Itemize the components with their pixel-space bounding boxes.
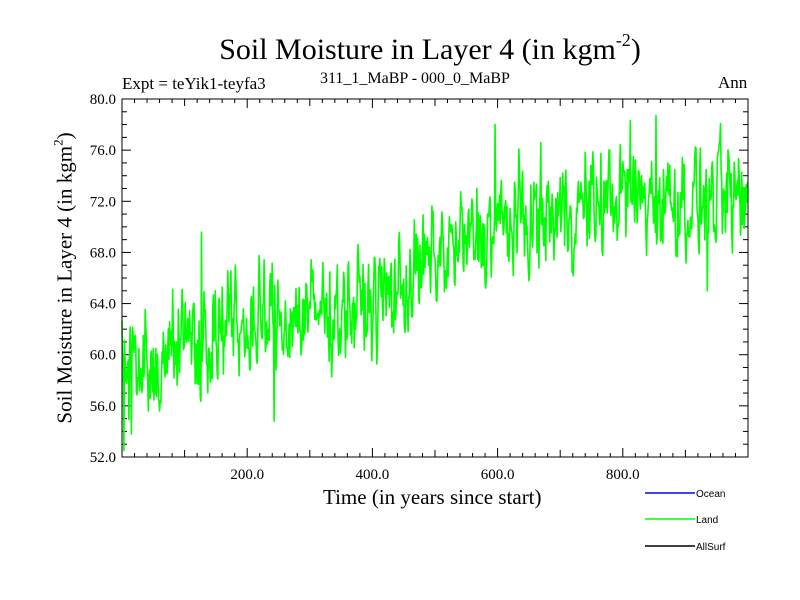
period-label: 311_1_MaBP - 000_0_MaBP [320, 70, 510, 87]
y-tick-label: 52.0 [90, 450, 116, 466]
season-label: Ann [718, 73, 748, 92]
chart-title-superscript: -2 [615, 30, 631, 50]
experiment-label: Expt = teYik1-teyfa3 [122, 74, 266, 93]
ticks-layer [121, 98, 749, 458]
legend-label-allsurf: AllSurf [696, 542, 726, 553]
y-tick-label: 80.0 [90, 92, 116, 108]
legend: Ocean Land AllSurf [645, 489, 726, 553]
y-tick-label: 68.0 [90, 245, 116, 261]
legend-label-ocean: Ocean [696, 489, 725, 500]
x-tick-label: 400.0 [356, 467, 390, 483]
y-tick-label: 56.0 [90, 399, 116, 415]
y-tick-label: 72.0 [90, 194, 116, 210]
y-tick-label: 76.0 [90, 143, 116, 159]
legend-label-land: Land [696, 515, 718, 526]
y-tick-label: 64.0 [90, 297, 116, 313]
series-line-land [121, 114, 749, 452]
plot-frame [121, 98, 749, 458]
chart-title-text: Soil Moisture in Layer 4 (in kgm [219, 33, 616, 66]
series-layer [121, 114, 749, 452]
x-tick-label: 800.0 [606, 467, 640, 483]
chart-title-end: ) [630, 33, 641, 66]
tick-labels-layer: 52.0 56.0 60.0 64.0 68.0 72.0 76.0 80.0 200.0 400… [90, 92, 640, 483]
x-tick-label: 200.0 [230, 467, 264, 483]
x-axis-title: Time (in years since start) [323, 485, 542, 509]
x-tick-label: 600.0 [481, 467, 515, 483]
y-tick-label: 60.0 [90, 348, 116, 364]
chart-title: Soil Moisture in Layer 4 (in kgm-2) [0, 30, 800, 67]
